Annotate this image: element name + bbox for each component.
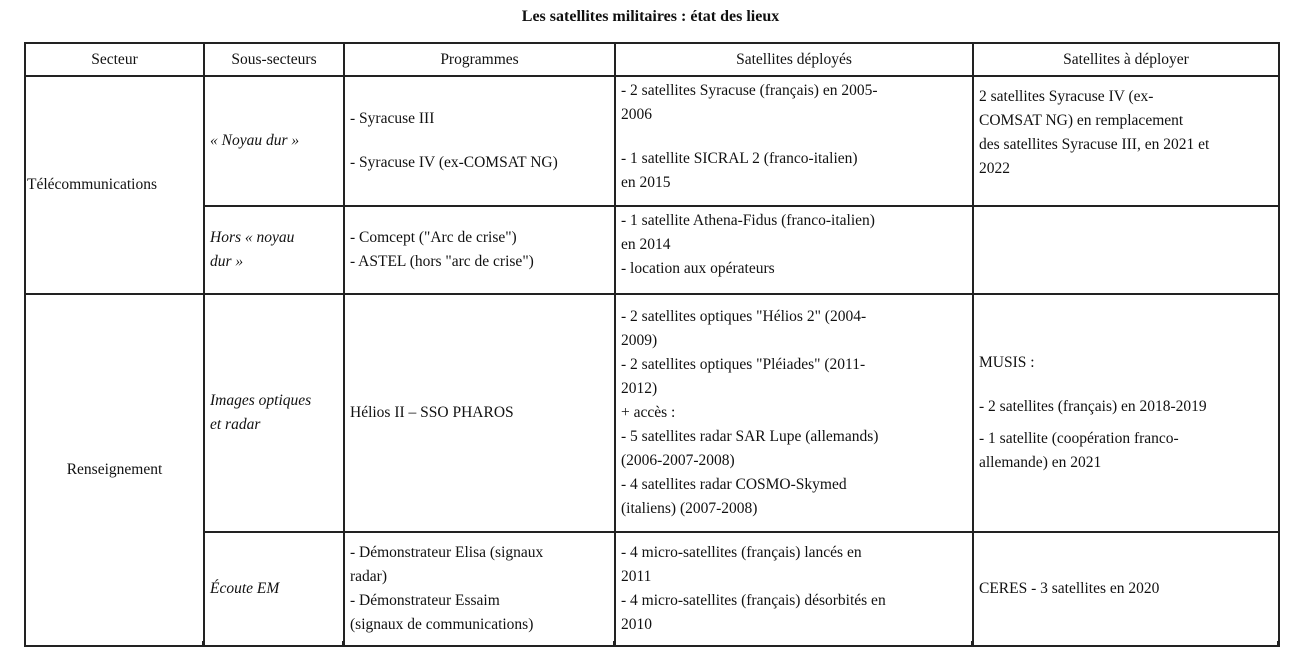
line: - 1 satellite Athena-Fidus (franco-itali…	[621, 212, 875, 229]
table-row: Hors « noyau dur » - Comcept ("Arc de cr…	[25, 205, 1280, 295]
line: et radar	[210, 416, 261, 433]
cell-a-deployer	[972, 205, 1280, 295]
line: - Démonstrateur Essaim	[350, 592, 500, 609]
line: radar)	[350, 568, 387, 585]
divider	[613, 641, 615, 647]
satellites-table: Secteur Sous-secteurs Programmes Satelli…	[24, 42, 1280, 647]
table-title: Les satellites militaires : état des lie…	[521, 8, 780, 25]
cell-deployes: - 4 micro-satellites (français) lancés e…	[614, 531, 974, 647]
line: - Comcept ("Arc de crise")	[350, 229, 517, 246]
line: + accès :	[621, 404, 676, 421]
table-row: Renseignement Images optiques et radar H…	[24, 293, 1280, 647]
divider	[342, 641, 344, 647]
line: en 2014	[621, 236, 671, 253]
header-sous-secteurs: Sous-secteurs	[203, 42, 345, 77]
cell-sous-secteur: Hors « noyau dur »	[203, 205, 345, 295]
cell-deployes: - 2 satellites optiques "Hélios 2" (2004…	[614, 293, 974, 533]
divider	[24, 641, 26, 647]
divider	[1277, 641, 1279, 647]
cell-programmes: - Syracuse III - Syracuse IV (ex-COMSAT …	[343, 75, 616, 207]
cell-secteur: Renseignement	[24, 293, 205, 647]
line: en 2015	[621, 174, 671, 191]
cell-secteur: Télécommunications	[24, 75, 205, 295]
cell-a-deployer: MUSIS : - 2 satellites (français) en 201…	[972, 293, 1280, 533]
cell-deployes: - 1 satellite Athena-Fidus (franco-itali…	[614, 205, 974, 295]
line: - 1 satellite (coopération franco-	[979, 430, 1179, 447]
line: Images optiques	[210, 392, 312, 409]
line: - Syracuse III	[350, 110, 435, 127]
line: des satellites Syracuse III, en 2021 et	[979, 136, 1210, 153]
header-row: Secteur Sous-secteurs Programmes Satelli…	[24, 42, 1280, 77]
header-programmes: Programmes	[343, 42, 616, 77]
line: Hors « noyau	[210, 229, 295, 246]
line: 2011	[621, 568, 652, 585]
line: - 2 satellites optiques "Pléiades" (2011…	[621, 356, 866, 373]
secteur-text: Télécommunications	[27, 176, 157, 193]
line: - 4 satellites radar COSMO-Skymed	[621, 476, 847, 493]
cell-programmes: - Comcept ("Arc de crise") - ASTEL (hors…	[343, 205, 616, 295]
cell-a-deployer: CERES - 3 satellites en 2020	[972, 531, 1280, 647]
line: 2009)	[621, 332, 658, 349]
table-row: Écoute EM - Démonstrateur Elisa (signaux…	[25, 531, 1280, 647]
cell-sous-secteur: Écoute EM	[203, 531, 345, 647]
line: allemande) en 2021	[979, 454, 1102, 471]
header-satellites-a-deployer: Satellites à déployer	[972, 42, 1280, 77]
line: - 4 micro-satellites (français) lancés e…	[621, 544, 862, 561]
divider	[202, 641, 204, 647]
line: MUSIS :	[979, 354, 1035, 371]
line: (italiens) (2007-2008)	[621, 500, 758, 517]
cell-deployes: - 2 satellites Syracuse (français) en 20…	[614, 75, 974, 207]
line: (signaux de communications)	[350, 616, 534, 633]
cell-programmes: Hélios II – SSO PHAROS	[343, 293, 616, 533]
line: - 1 satellite SICRAL 2 (franco-italien)	[621, 150, 858, 167]
table-row: Télécommunications « Noyau dur » - Syrac…	[24, 75, 1280, 295]
line: 2 satellites Syracuse IV (ex-	[979, 88, 1154, 105]
line: - 4 micro-satellites (français) désorbit…	[621, 592, 886, 609]
line: 2022	[979, 160, 1010, 177]
line: (2006-2007-2008)	[621, 452, 735, 469]
line: - Démonstrateur Elisa (signaux	[350, 544, 544, 561]
divider	[971, 641, 973, 647]
line: - 5 satellites radar SAR Lupe (allemands…	[621, 428, 879, 445]
line: dur »	[210, 253, 244, 270]
line: 2012)	[621, 380, 658, 397]
line: - ASTEL (hors "arc de crise")	[350, 253, 534, 270]
line: - 2 satellites Syracuse (français) en 20…	[621, 82, 878, 99]
line: - location aux opérateurs	[621, 260, 775, 277]
line: 2006	[621, 106, 652, 123]
cell-sous-secteur: Images optiques et radar	[203, 293, 345, 533]
line: - 2 satellites optiques "Hélios 2" (2004…	[621, 308, 867, 325]
line: - 2 satellites (français) en 2018-2019	[979, 398, 1207, 415]
line: 2010	[621, 616, 652, 633]
line: - Syracuse IV (ex-COMSAT NG)	[350, 154, 558, 171]
cell-programmes: - Démonstrateur Elisa (signaux radar) - …	[343, 531, 616, 647]
line: COMSAT NG) en remplacement	[979, 112, 1184, 129]
header-secteur: Secteur	[24, 42, 205, 77]
cell-a-deployer: 2 satellites Syracuse IV (ex- COMSAT NG)…	[972, 75, 1280, 207]
cell-sous-secteur: « Noyau dur »	[203, 75, 345, 207]
header-satellites-deployes: Satellites déployés	[614, 42, 974, 77]
